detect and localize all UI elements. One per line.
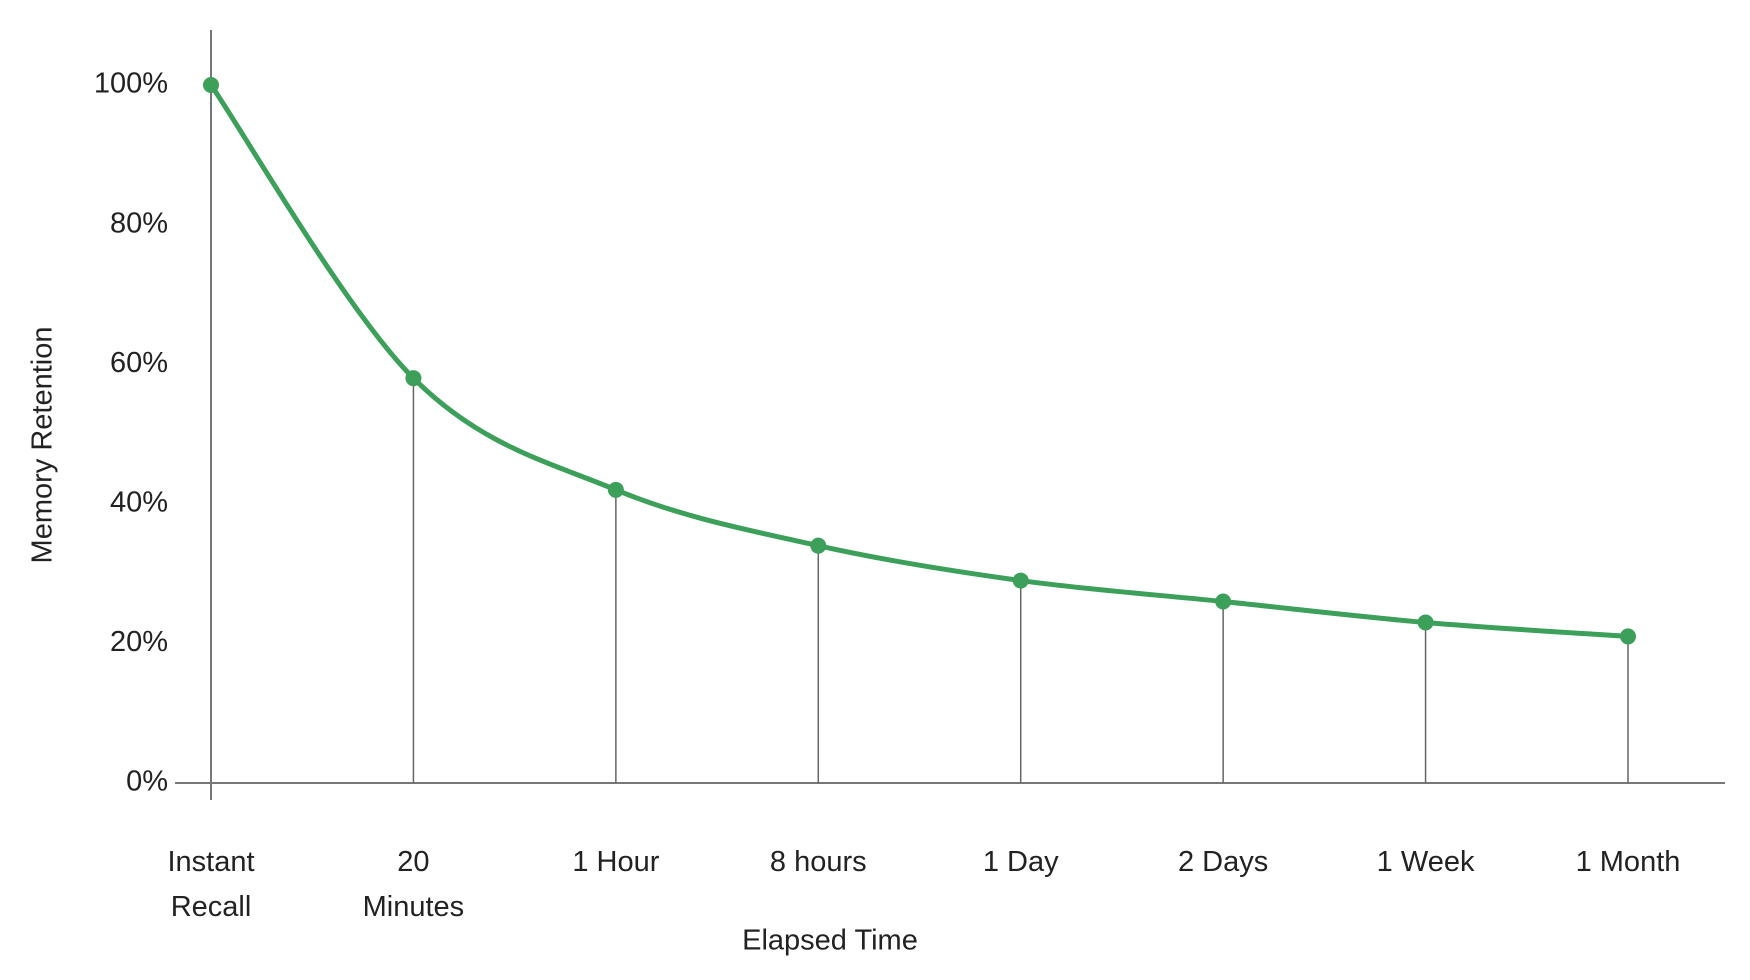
y-tick-label: 0% [126,766,168,798]
x-tick-label: Instant Recall [167,846,255,923]
x-tick-label: 1 Month [1575,846,1681,878]
x-tick-label: 8 hours [769,846,867,878]
y-tick-label: 100% [94,68,168,100]
point [405,370,422,387]
x-axis-title: Elapsed Time [742,925,918,957]
point [1417,614,1434,631]
y-tick-label: 20% [110,626,168,658]
y-tick-label: 40% [110,486,168,518]
y-axis-title: Memory Retention [27,327,59,564]
point [203,77,219,93]
point [1012,572,1029,589]
point [607,481,624,498]
x-tick-label: 1 Hour [572,846,660,878]
x-tick-label: 2 Days [1178,846,1269,878]
point [1215,593,1232,610]
point [810,537,827,554]
line [208,83,1629,639]
y-tick-label: 60% [110,347,168,379]
x-tick-label: 20 Minutes [362,846,465,923]
y-tick-label: 80% [110,207,168,239]
point [1620,628,1636,645]
x-tick-label: 1 Week [1376,846,1475,878]
x-tick-label: 1 Day [982,846,1059,878]
